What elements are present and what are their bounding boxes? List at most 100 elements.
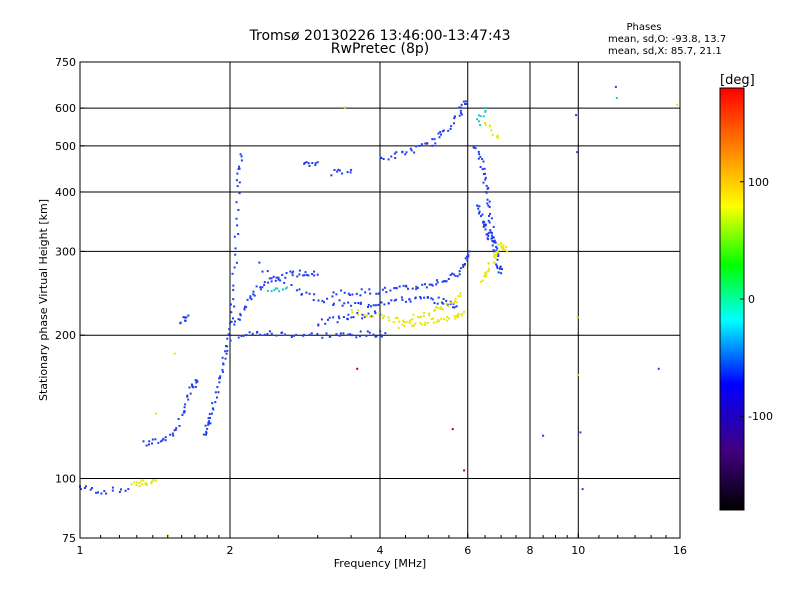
echo-point xyxy=(493,261,496,264)
echo-point xyxy=(433,138,436,141)
echo-point xyxy=(313,274,316,277)
echo-point xyxy=(365,334,368,337)
echo-point xyxy=(154,412,157,415)
x-tick-label: 10 xyxy=(571,544,585,557)
echo-point xyxy=(205,430,208,433)
echo-point xyxy=(504,248,506,251)
echo-point xyxy=(454,297,457,300)
echo-point xyxy=(436,302,439,305)
echo-point xyxy=(323,301,325,304)
echo-point xyxy=(401,298,404,301)
echo-point xyxy=(390,299,393,302)
echo-point xyxy=(89,488,92,491)
echo-point xyxy=(361,317,364,320)
echo-point xyxy=(235,201,238,204)
echo-point xyxy=(320,318,323,321)
echo-point xyxy=(445,280,448,283)
echo-point xyxy=(310,332,313,335)
echo-point xyxy=(238,192,241,195)
echo-point xyxy=(364,291,367,294)
echo-point xyxy=(183,316,186,319)
echo-point xyxy=(256,331,259,333)
echo-point xyxy=(174,428,177,431)
echo-point xyxy=(263,281,266,284)
echo-point xyxy=(263,333,266,336)
echo-point xyxy=(242,334,245,337)
echo-point xyxy=(359,303,362,305)
plot-grid xyxy=(80,62,680,538)
echo-point xyxy=(398,320,401,323)
echo-point xyxy=(455,315,458,318)
y-axis-label: Stationary phase Virtual Height [km] xyxy=(37,199,50,401)
echo-point xyxy=(387,302,390,305)
echo-point xyxy=(414,322,417,325)
echo-point xyxy=(298,269,301,272)
echo-point xyxy=(330,174,333,177)
echo-point xyxy=(97,491,99,494)
echo-point xyxy=(437,132,440,135)
echo-point xyxy=(138,485,141,487)
echo-point xyxy=(446,319,449,322)
echo-point xyxy=(441,301,443,304)
echo-point xyxy=(342,316,345,318)
echo-point xyxy=(361,313,364,316)
echo-point xyxy=(449,301,452,304)
echo-point xyxy=(486,232,489,235)
echo-point xyxy=(441,308,444,311)
echo-point xyxy=(495,263,498,266)
echo-point xyxy=(333,169,336,171)
echo-point xyxy=(335,333,338,336)
echo-point xyxy=(387,158,390,161)
echo-point xyxy=(239,314,242,317)
echo-point xyxy=(466,255,468,258)
echo-point xyxy=(488,231,491,234)
echo-point xyxy=(236,224,239,227)
echo-point xyxy=(431,284,434,287)
echo-point xyxy=(485,275,488,278)
echo-point xyxy=(290,336,293,338)
echo-point xyxy=(501,245,504,248)
echo-point xyxy=(374,312,377,315)
echo-point xyxy=(404,153,407,156)
echo-point xyxy=(140,479,143,482)
echo-point xyxy=(232,317,234,320)
echo-point xyxy=(465,103,468,106)
echo-point xyxy=(284,287,287,290)
echo-point xyxy=(424,283,426,286)
echo-point xyxy=(492,225,495,228)
echo-point xyxy=(493,250,496,253)
echo-point xyxy=(317,323,320,326)
echo-point xyxy=(575,114,578,117)
echo-point xyxy=(292,270,295,273)
echo-point xyxy=(250,298,253,301)
echo-point xyxy=(341,172,344,175)
echo-point xyxy=(493,253,496,256)
echo-point xyxy=(350,168,353,171)
echo-point xyxy=(387,316,390,319)
echo-point xyxy=(214,391,217,394)
echo-point xyxy=(352,316,355,319)
echo-point xyxy=(284,333,287,336)
echo-point xyxy=(405,285,408,288)
echo-point xyxy=(488,262,491,265)
echo-point xyxy=(261,270,264,273)
echo-point xyxy=(144,483,147,486)
echo-point xyxy=(378,292,381,295)
echo-point xyxy=(389,289,392,292)
echo-point xyxy=(484,224,487,227)
echo-point xyxy=(145,444,148,447)
echo-point xyxy=(579,431,582,434)
echo-point xyxy=(316,273,319,276)
echo-point xyxy=(365,315,368,318)
y-tick-label: 200 xyxy=(55,329,76,342)
echo-point xyxy=(461,313,464,315)
echo-point xyxy=(488,125,491,128)
echo-point xyxy=(374,304,377,307)
echo-point xyxy=(355,292,358,295)
echo-point xyxy=(494,257,497,260)
echo-point xyxy=(492,249,495,252)
echo-point xyxy=(175,427,178,430)
y-tick-label: 500 xyxy=(55,140,76,153)
echo-point xyxy=(430,283,433,286)
